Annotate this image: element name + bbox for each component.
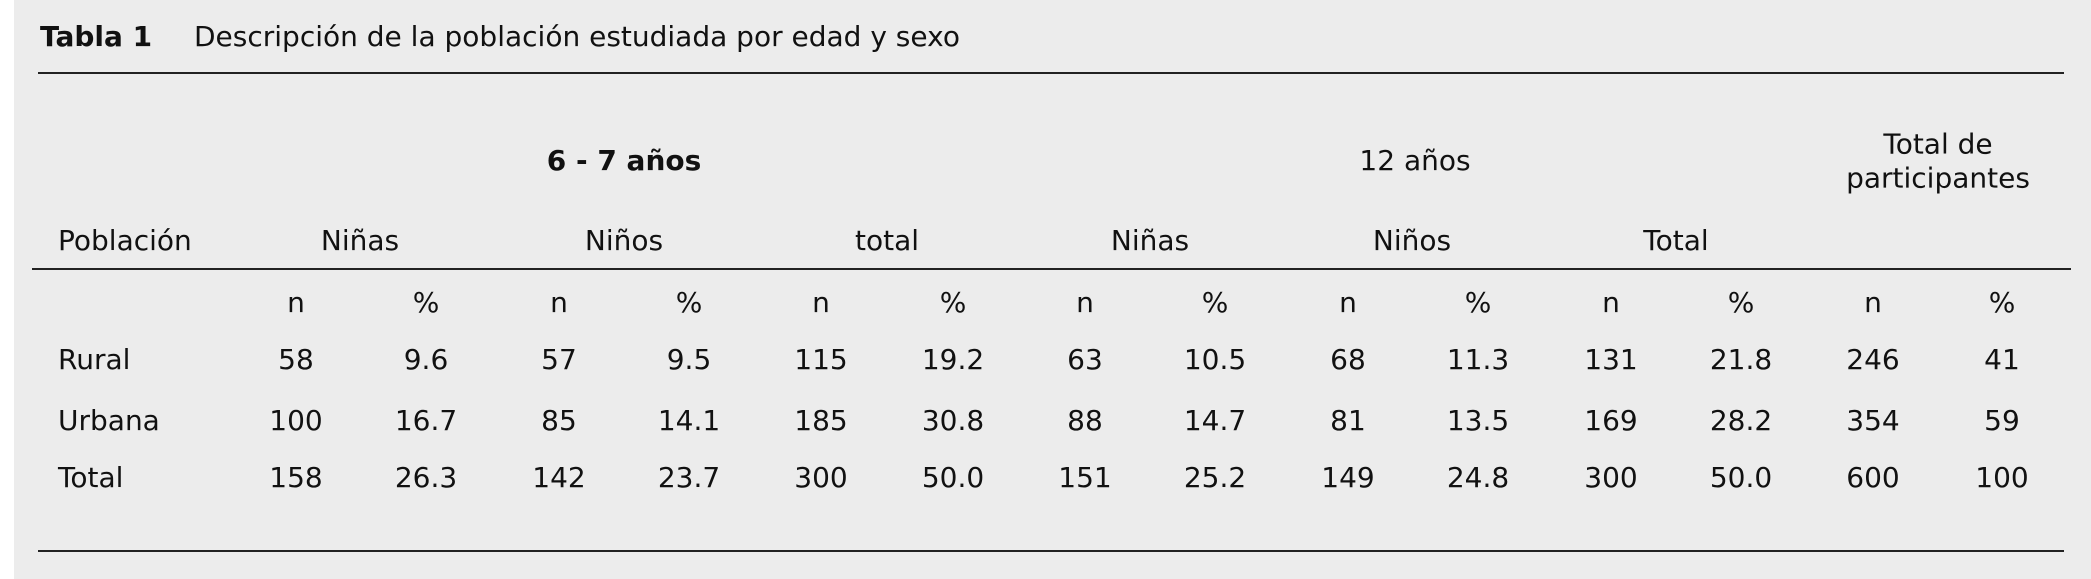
cell: 115 [794, 343, 848, 377]
cell: 10.5 [1183, 343, 1247, 377]
unit-header: n [1076, 286, 1094, 320]
unit-header: n [1864, 286, 1882, 320]
cell: 100 [269, 404, 323, 438]
cell: 50.0 [921, 461, 985, 495]
cell: 24.8 [1446, 461, 1510, 495]
table-title: Descripción de la población estudiada po… [194, 20, 960, 54]
group-header: 12 años [1359, 144, 1471, 178]
unit-header: n [1602, 286, 1620, 320]
cell: 23.7 [657, 461, 721, 495]
cell: 81 [1330, 404, 1366, 438]
cell: 57 [541, 343, 577, 377]
sub-header: total [854, 224, 920, 258]
cell: 19.2 [921, 343, 985, 377]
cell: 100 [1975, 461, 2029, 495]
group-header: 6 - 7 años [546, 144, 702, 178]
cell: 50.0 [1709, 461, 1773, 495]
unit-header: n [550, 286, 568, 320]
row-label: Total [58, 461, 124, 495]
cell: 28.2 [1709, 404, 1773, 438]
unit-header: % [675, 286, 703, 320]
page: Tabla 1 Descripción de la población estu… [14, 0, 2091, 579]
sub-header: Total [1643, 224, 1709, 258]
unit-header: % [939, 286, 967, 320]
cell: 59 [1984, 404, 2020, 438]
sub-header: Niños [1372, 224, 1452, 258]
sub-header: Población [58, 224, 192, 258]
cell: 68 [1330, 343, 1366, 377]
row-label: Urbana [58, 404, 160, 438]
cell: 26.3 [394, 461, 458, 495]
cell: 158 [269, 461, 323, 495]
cell: 151 [1058, 461, 1112, 495]
unit-header: % [1464, 286, 1492, 320]
header-rule [32, 268, 2071, 270]
cell: 25.2 [1183, 461, 1247, 495]
group-header: Total de participantes [1846, 127, 2030, 194]
cell: 9.6 [403, 343, 449, 377]
cell: 9.5 [666, 343, 712, 377]
row-label: Rural [58, 343, 131, 377]
cell: 354 [1846, 404, 1900, 438]
cell: 85 [541, 404, 577, 438]
cell: 246 [1846, 343, 1900, 377]
cell: 600 [1846, 461, 1900, 495]
sub-header: Niñas [320, 224, 400, 258]
unit-header: n [812, 286, 830, 320]
cell: 16.7 [394, 404, 458, 438]
cell: 63 [1067, 343, 1103, 377]
cell: 142 [532, 461, 586, 495]
cell: 13.5 [1446, 404, 1510, 438]
cell: 30.8 [921, 404, 985, 438]
cell: 300 [794, 461, 848, 495]
unit-header: % [1988, 286, 2016, 320]
table-label: Tabla 1 [40, 20, 153, 54]
unit-header: n [287, 286, 305, 320]
unit-header: % [1201, 286, 1229, 320]
cell: 149 [1321, 461, 1375, 495]
cell: 14.7 [1183, 404, 1247, 438]
unit-header: % [1727, 286, 1755, 320]
cell: 300 [1584, 461, 1638, 495]
cell: 11.3 [1446, 343, 1510, 377]
cell: 41 [1984, 343, 2020, 377]
cell: 14.1 [657, 404, 721, 438]
cell: 131 [1584, 343, 1638, 377]
bottom-rule [38, 550, 2064, 552]
unit-header: % [412, 286, 440, 320]
cell: 185 [794, 404, 848, 438]
sub-header: Niños [584, 224, 664, 258]
cell: 88 [1067, 404, 1103, 438]
cell: 21.8 [1709, 343, 1773, 377]
unit-header: n [1339, 286, 1357, 320]
cell: 169 [1584, 404, 1638, 438]
top-rule [38, 72, 2064, 74]
cell: 58 [278, 343, 314, 377]
sub-header: Niñas [1110, 224, 1190, 258]
